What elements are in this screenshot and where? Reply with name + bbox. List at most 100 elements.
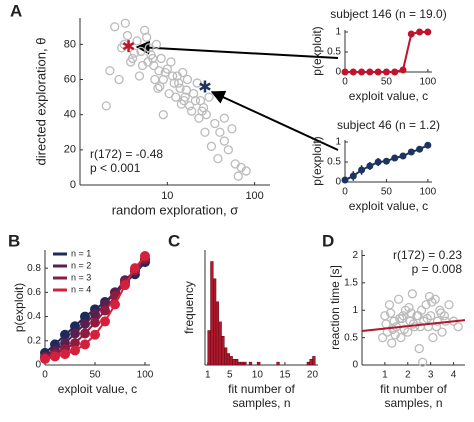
point	[154, 66, 164, 76]
y-tick-label: 0.6	[27, 287, 41, 298]
point	[387, 338, 397, 348]
point	[406, 308, 416, 318]
x-tick-label: 2	[405, 370, 411, 381]
point	[197, 106, 207, 116]
point	[204, 92, 214, 102]
point	[158, 110, 168, 120]
point	[382, 157, 390, 165]
point	[70, 345, 80, 356]
arrow	[135, 40, 339, 59]
y-axis-label: reaction time [s]	[328, 265, 342, 350]
chart-title: subject 146 (n = 19.0)	[330, 7, 446, 21]
point	[60, 349, 70, 360]
bar	[235, 359, 239, 366]
point	[60, 329, 70, 340]
x-tick-label: 3	[428, 370, 434, 381]
point	[151, 39, 162, 50]
point	[385, 308, 396, 318]
annotation: r(172) = 0.23	[393, 248, 462, 262]
point	[105, 66, 115, 76]
legend-label: n = 1	[71, 248, 91, 258]
point	[125, 57, 136, 67]
point	[349, 68, 357, 76]
point	[150, 74, 160, 85]
y-tick-label: 40	[64, 109, 76, 121]
point	[182, 74, 193, 85]
point	[407, 30, 415, 38]
y-tick-label: 0	[35, 360, 41, 371]
point	[424, 141, 432, 149]
point	[358, 166, 366, 174]
y-tick-label: 0.4	[27, 311, 41, 322]
point	[144, 43, 154, 53]
point	[390, 330, 400, 340]
point	[70, 328, 80, 339]
y-tick-label: 1	[335, 27, 341, 38]
bar	[237, 361, 242, 366]
point	[384, 300, 395, 310]
bar	[312, 356, 316, 366]
point	[174, 78, 184, 88]
point	[437, 327, 447, 337]
point	[206, 141, 217, 151]
panel-label: C	[168, 231, 180, 250]
point	[399, 152, 407, 160]
point	[137, 60, 148, 71]
point	[381, 319, 391, 329]
point	[424, 28, 432, 36]
x-axis-label: samples, n	[384, 396, 442, 410]
point	[70, 338, 80, 349]
y-tick-label: 0	[335, 67, 341, 78]
x-tick-label: 0	[342, 187, 348, 198]
x-axis-label: samples, n	[232, 396, 290, 410]
bar	[257, 361, 261, 366]
point	[388, 324, 398, 335]
y-axis-label: p(exploit)	[12, 283, 26, 332]
point	[366, 68, 374, 76]
y-axis-label: frequency	[182, 281, 196, 334]
point	[374, 68, 382, 76]
point	[416, 145, 424, 153]
point	[396, 332, 406, 343]
y-axis-label: p(exploit)	[310, 26, 324, 75]
bar	[224, 347, 228, 366]
point	[391, 154, 399, 162]
bar	[226, 353, 231, 366]
x-tick-label: 50	[381, 187, 393, 198]
point	[132, 36, 142, 46]
y-tick-label: 0.5	[327, 157, 341, 168]
point	[416, 28, 424, 36]
point	[166, 57, 176, 67]
bar	[213, 278, 217, 366]
point	[171, 92, 181, 102]
x-tick-label: 0	[342, 77, 348, 88]
x-tick-label: 100	[137, 370, 154, 381]
point	[80, 311, 90, 322]
x-axis-label: random exploration, σ	[112, 202, 239, 217]
point	[190, 95, 201, 106]
bar	[240, 361, 244, 366]
point	[241, 166, 251, 176]
panel-label: D	[322, 231, 334, 250]
x-axis-label: exploit value, c	[349, 199, 428, 213]
x-tick-label: 100	[420, 187, 437, 198]
y-tick-label: 1	[352, 305, 358, 316]
point	[187, 106, 197, 116]
highlight-star	[122, 40, 135, 53]
point	[422, 313, 432, 324]
bar	[276, 361, 280, 366]
arrow	[210, 90, 339, 151]
point	[90, 309, 100, 320]
point	[415, 322, 426, 332]
chart-title: subject 46 (n = 1.2)	[337, 118, 440, 132]
legend-label: n = 2	[71, 260, 91, 270]
point	[219, 113, 229, 123]
x-axis-label: exploit value, c	[349, 89, 428, 103]
point	[219, 136, 229, 146]
legend-label: n = 4	[71, 284, 91, 294]
annotation: r(172) = -0.48	[90, 147, 163, 161]
point	[391, 68, 399, 76]
y-tick-label: 60	[64, 73, 76, 85]
y-tick-label: 20	[64, 144, 76, 156]
bar	[309, 359, 313, 366]
